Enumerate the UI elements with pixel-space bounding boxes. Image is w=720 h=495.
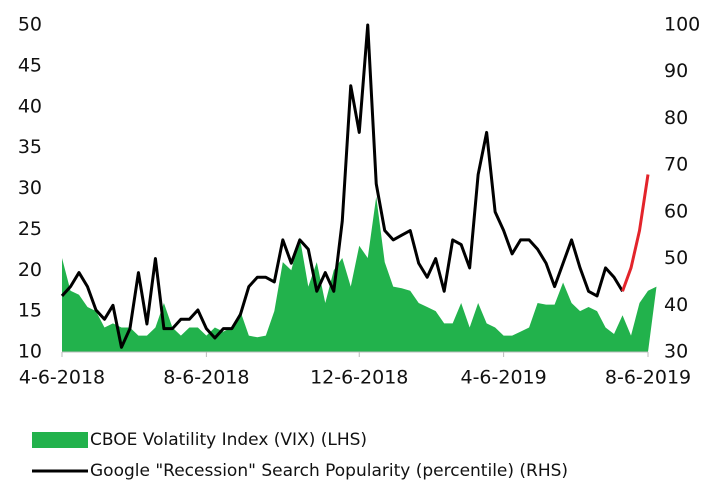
y2-tick-label: 70 [664, 154, 688, 176]
x-tick-label: 12-6-2018 [310, 367, 408, 389]
vix-area [62, 196, 657, 352]
y2-tick-label: 60 [664, 200, 688, 222]
y2-tick-label: 100 [664, 14, 700, 36]
legend-label: Google "Recession" Search Popularity (pe… [90, 461, 568, 481]
x-tick-label: 8-6-2018 [163, 367, 249, 389]
y-tick-label: 45 [18, 54, 42, 76]
y-tick-label: 40 [18, 95, 42, 117]
y2-tick-label: 90 [664, 60, 688, 82]
search-line-highlight [621, 174, 650, 292]
legend-label: CBOE Volatility Index (VIX) (LHS) [90, 430, 367, 450]
x-tick-label: 8-6-2019 [605, 367, 691, 389]
x-tick-label: 4-6-2018 [19, 367, 105, 389]
y-tick-label: 25 [18, 218, 42, 240]
y-tick-label: 10 [18, 341, 42, 363]
y-tick-label: 30 [18, 177, 42, 199]
search-line [60, 23, 624, 349]
y2-tick-label: 40 [664, 294, 688, 316]
y-tick-label: 20 [18, 259, 42, 281]
y2-tick-label: 30 [664, 341, 688, 363]
y2-tick-label: 80 [664, 107, 688, 129]
y-tick-label: 15 [18, 300, 42, 322]
y2-tick-label: 50 [664, 247, 688, 269]
y-tick-label: 35 [18, 136, 42, 158]
legend-swatch [32, 432, 88, 448]
y-tick-label: 50 [18, 14, 42, 36]
x-tick-label: 4-6-2019 [460, 367, 546, 389]
